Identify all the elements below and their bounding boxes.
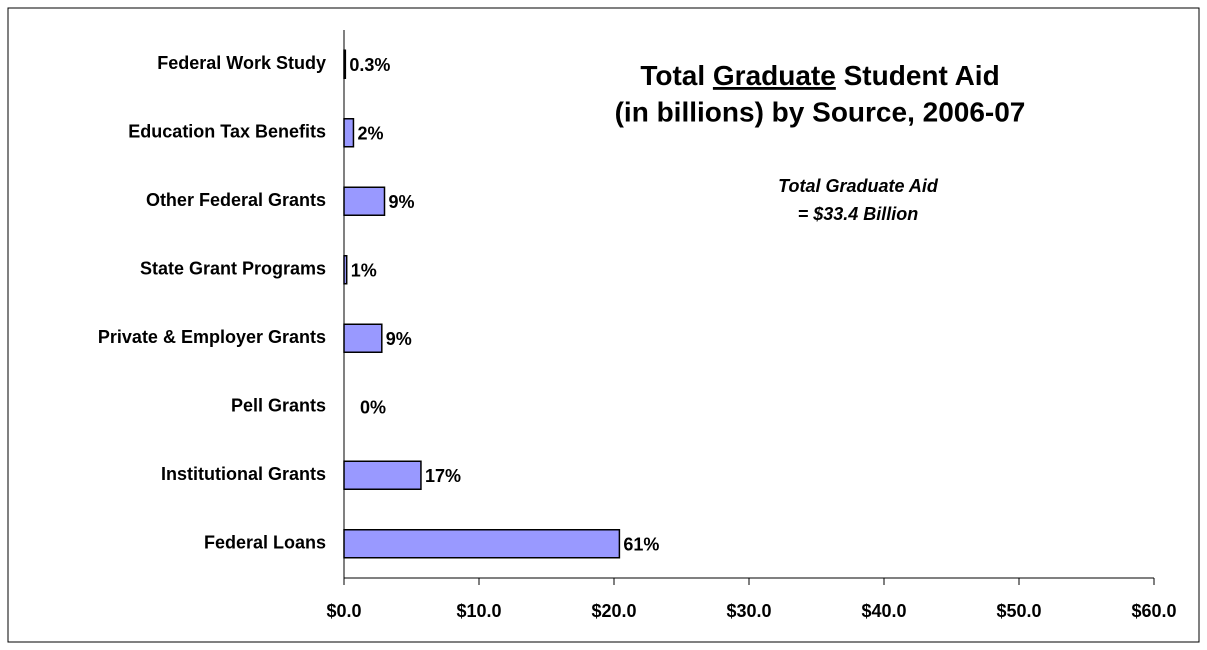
y-tick-label: Other Federal Grants xyxy=(146,190,326,210)
title-part: Student Aid xyxy=(836,60,1000,91)
chart-title: Total Graduate Student Aid xyxy=(640,60,999,91)
value-label: 0.3% xyxy=(349,55,390,75)
y-tick-label: Federal Work Study xyxy=(157,53,326,73)
y-tick-label: Private & Employer Grants xyxy=(98,327,326,347)
chart-border xyxy=(7,7,1200,643)
title-part: Graduate xyxy=(713,60,836,91)
bar xyxy=(343,118,355,148)
value-label: 1% xyxy=(351,261,377,281)
y-tick-label: Federal Loans xyxy=(204,533,326,553)
x-tick-label: $40.0 xyxy=(861,601,906,621)
y-tick-label: Pell Grants xyxy=(231,396,326,416)
title-part: Total xyxy=(640,60,713,91)
value-label: 9% xyxy=(389,192,415,212)
value-label: 9% xyxy=(386,329,412,349)
x-tick-label: $20.0 xyxy=(591,601,636,621)
x-tick-label: $0.0 xyxy=(326,601,361,621)
x-tick-label: $30.0 xyxy=(726,601,771,621)
bar xyxy=(343,529,621,559)
chart-title: (in billions) by Source, 2006-07 xyxy=(615,96,1026,127)
value-label: 2% xyxy=(357,124,383,144)
value-label: 61% xyxy=(623,535,659,555)
x-tick-label: $50.0 xyxy=(996,601,1041,621)
value-label: 17% xyxy=(425,466,461,486)
bar xyxy=(343,255,348,285)
bar xyxy=(343,460,422,490)
bar xyxy=(343,323,383,353)
bar xyxy=(343,49,347,79)
y-tick-label: Institutional Grants xyxy=(161,464,326,484)
value-label: 0% xyxy=(360,398,386,418)
annotation: = $33.4 Billion xyxy=(798,204,919,224)
x-tick-label: $10.0 xyxy=(456,601,501,621)
x-tick-label: $60.0 xyxy=(1131,601,1176,621)
y-tick-label: Education Tax Benefits xyxy=(128,122,326,142)
annotation: Total Graduate Aid xyxy=(778,176,939,196)
y-tick-label: State Grant Programs xyxy=(140,259,326,279)
bar xyxy=(343,186,386,216)
